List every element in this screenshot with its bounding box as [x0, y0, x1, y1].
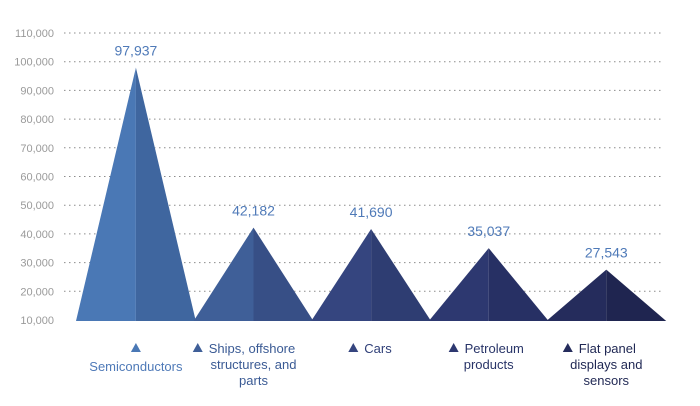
bar-shade	[135, 67, 196, 321]
data-label: 97,937	[114, 43, 157, 59]
category-label: parts	[239, 373, 268, 388]
category-label: displays and	[570, 357, 642, 372]
bar-shade	[253, 227, 314, 321]
y-tick-label: 110,000	[15, 28, 54, 40]
category-label: Petroleum	[465, 341, 524, 356]
data-label: 41,690	[350, 204, 393, 220]
legend-triangle-icon	[192, 343, 203, 352]
bar	[546, 269, 607, 321]
legend-triangle-icon	[130, 343, 141, 352]
y-tick-label: 70,000	[20, 143, 54, 155]
data-label: 35,037	[467, 223, 510, 239]
bar	[193, 227, 254, 321]
y-tick-label: 100,000	[14, 57, 54, 69]
data-label: 27,543	[585, 245, 628, 261]
y-tick-label: 10,000	[20, 315, 54, 327]
data-labels: 97,937 42,182 41,690 35,037 27,543	[114, 43, 627, 261]
category-label: Ships, offshore	[209, 341, 295, 356]
bar	[428, 248, 489, 321]
legend-triangle-icon	[562, 343, 573, 352]
y-tick-label: 30,000	[20, 258, 54, 270]
bar-shade	[371, 229, 431, 321]
y-axis-ticks: 10,000 20,000 30,000 40,000 50,000 60,000 70,0…	[14, 28, 54, 327]
category-label: products	[464, 357, 514, 372]
data-label: 42,182	[232, 203, 275, 219]
y-tick-label: 90,000	[20, 85, 54, 97]
category-label: sensors	[584, 373, 630, 388]
bar	[76, 67, 136, 321]
y-tick-label: 50,000	[20, 200, 54, 212]
category-label: structures, and	[211, 357, 297, 372]
y-tick-label: 60,000	[20, 172, 54, 184]
legend-triangle-icon	[348, 343, 359, 352]
category-label: Cars	[364, 341, 392, 356]
category-label: Semiconductors	[89, 359, 183, 374]
y-tick-label: 80,000	[20, 114, 54, 126]
category-legend: Semiconductors Ships, offshorestructures,…	[89, 341, 642, 388]
bar-shade	[488, 248, 549, 321]
bars	[76, 67, 667, 321]
category-label: Flat panel	[579, 341, 636, 356]
y-tick-label: 40,000	[20, 229, 54, 241]
bar	[311, 229, 372, 321]
y-tick-label: 20,000	[20, 286, 54, 298]
legend-triangle-icon	[448, 343, 459, 352]
bar-shade	[606, 269, 667, 321]
